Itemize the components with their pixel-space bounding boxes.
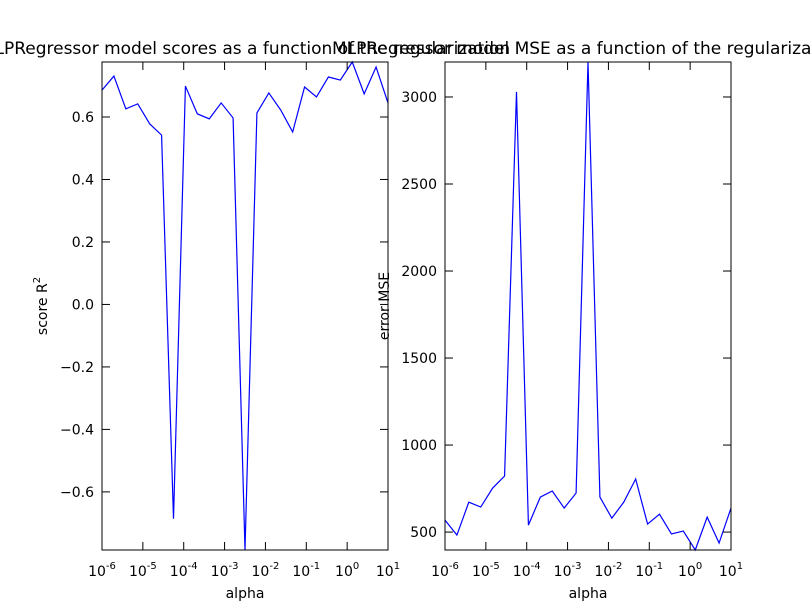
y-tick-label: −0.2 bbox=[60, 360, 94, 376]
chart-title: MLPRegressor model scores as a function … bbox=[0, 39, 510, 59]
subplot: 10-6 10-5 10-4 10-3 10-2 10-1 100 101 500 1000 150… bbox=[332, 39, 812, 602]
x-axis-label: alpha bbox=[569, 586, 608, 602]
y-tick-label: −0.4 bbox=[60, 422, 94, 438]
x-tick-label: 10-1 bbox=[635, 561, 663, 580]
x-tick-label: 10-6 bbox=[431, 561, 459, 580]
y-tick-label: 3000 bbox=[401, 90, 437, 106]
x-tick-label: 10-4 bbox=[513, 561, 541, 580]
y-tick-label: 500 bbox=[410, 525, 437, 541]
x-tick-label: 10-3 bbox=[211, 561, 239, 580]
subplot: 10-6 10-5 10-4 10-3 10-2 10-1 100 101 −0.6 −0.4 −0… bbox=[0, 39, 510, 602]
x-tick-label: 10-5 bbox=[129, 561, 157, 580]
x-tick-label: 101 bbox=[376, 561, 400, 580]
y-tick-label: 0.6 bbox=[72, 110, 94, 126]
y-tick-label: −0.6 bbox=[60, 485, 94, 501]
x-axis-label: alpha bbox=[226, 586, 265, 602]
y-tick-label: 0.4 bbox=[72, 172, 94, 188]
x-tick-label: 101 bbox=[719, 561, 743, 580]
x-tick-label: 10-5 bbox=[472, 561, 500, 580]
axes-frame bbox=[444, 61, 732, 551]
x-tick-label: 100 bbox=[678, 561, 702, 580]
y-tick-label: 1500 bbox=[401, 351, 437, 367]
y-tick-label: 2000 bbox=[401, 264, 437, 280]
x-tick-label: 10-2 bbox=[252, 561, 280, 580]
data-line bbox=[444, 61, 732, 552]
x-tick-label: 10-6 bbox=[88, 561, 116, 580]
chart-title: MLPRegressor model MSE as a function of … bbox=[332, 39, 812, 59]
x-tick-label: 10-3 bbox=[554, 561, 582, 580]
y-axis-label: error MSE bbox=[377, 272, 393, 340]
x-tick-label: 100 bbox=[335, 561, 359, 580]
data-line bbox=[101, 60, 389, 551]
y-tick-label: 0.2 bbox=[72, 235, 94, 251]
y-tick-label: 2500 bbox=[401, 177, 437, 193]
y-tick-label: 1000 bbox=[401, 438, 437, 454]
axes-frame bbox=[101, 61, 389, 551]
y-axis-label: score R2 bbox=[32, 277, 51, 335]
x-tick-label: 10-2 bbox=[595, 561, 623, 580]
x-tick-label: 10-1 bbox=[292, 561, 320, 580]
x-tick-label: 10-4 bbox=[170, 561, 198, 580]
y-tick-label: 0.0 bbox=[72, 297, 94, 313]
